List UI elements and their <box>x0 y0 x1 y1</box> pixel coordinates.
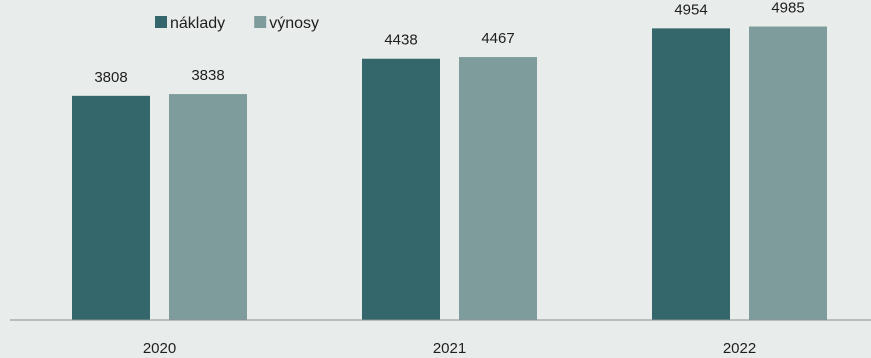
bar-výnosy-2020 <box>169 94 247 320</box>
legend: náklady výnosy <box>155 15 319 32</box>
data-labels: 3808 3838 4438 4467 4954 4985 <box>94 0 804 86</box>
legend-label-náklady: náklady <box>170 15 225 32</box>
bar-výnosy-2021 <box>459 57 537 320</box>
legend-label-výnosy: výnosy <box>269 15 319 32</box>
bar-výnosy-2022 <box>749 26 827 320</box>
legend-swatch-náklady <box>155 16 167 28</box>
data-label-výnosy-2021: 4467 <box>481 30 514 47</box>
data-label-náklady-2020: 3808 <box>94 69 127 86</box>
data-label-výnosy-2022: 4985 <box>771 0 804 17</box>
legend-swatch-výnosy <box>254 16 267 28</box>
data-label-náklady-2021: 4438 <box>384 32 417 49</box>
bar-náklady-2021 <box>362 58 440 321</box>
x-tick-label-2021: 2021 <box>433 340 466 357</box>
data-label-náklady-2022: 4954 <box>674 1 707 18</box>
bar-náklady-2022 <box>652 28 730 321</box>
bars <box>72 26 827 321</box>
x-tick-label-2020: 2020 <box>143 340 176 357</box>
data-label-výnosy-2020: 3838 <box>191 67 224 84</box>
x-tick-labels: 2020 2021 2022 <box>143 340 756 357</box>
x-tick-label-2022: 2022 <box>723 340 756 357</box>
bar-náklady-2020 <box>72 95 150 321</box>
